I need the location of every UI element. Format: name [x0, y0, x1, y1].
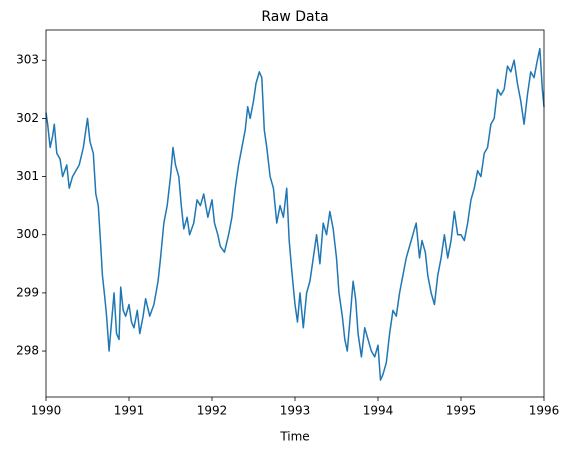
x-axis-label: Time — [279, 430, 309, 444]
data-line — [45, 47, 545, 381]
x-tick-label: 1995 — [446, 404, 477, 418]
x-tick-label: 1994 — [363, 404, 394, 418]
x-tick-label: 1993 — [280, 404, 311, 418]
y-tick-label: 298 — [16, 344, 39, 358]
y-tick-label: 303 — [16, 53, 39, 67]
x-tick-label: 1996 — [529, 404, 560, 418]
y-tick-label: 299 — [16, 285, 39, 299]
plot-frame — [45, 29, 545, 398]
chart-title: Raw Data — [261, 9, 328, 25]
x-tick-label: 1992 — [197, 404, 228, 418]
x-tick-label: 1990 — [31, 404, 62, 418]
y-tick-label: 301 — [16, 169, 39, 183]
y-tick-label: 300 — [16, 227, 39, 241]
x-tick-label: 1991 — [114, 404, 145, 418]
y-tick-label: 302 — [16, 111, 39, 125]
